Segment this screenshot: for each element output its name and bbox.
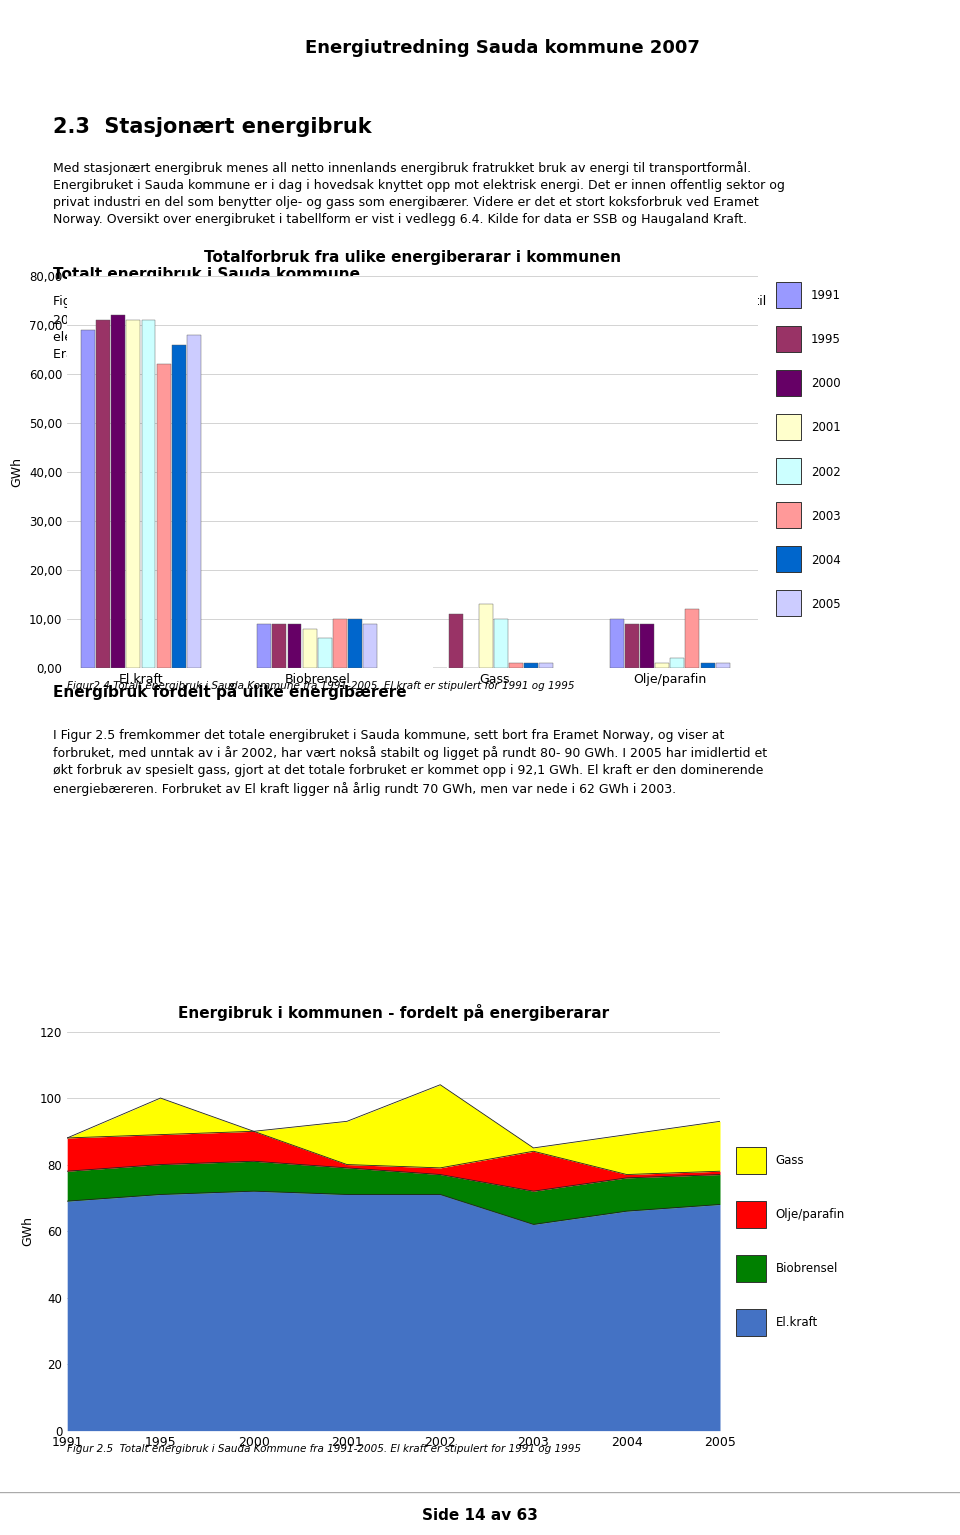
FancyBboxPatch shape (776, 282, 802, 307)
Text: 2002: 2002 (810, 465, 840, 479)
Bar (610, 619, 624, 668)
FancyBboxPatch shape (776, 546, 802, 573)
Bar (701, 663, 714, 668)
FancyBboxPatch shape (776, 414, 802, 439)
Bar (509, 663, 523, 668)
Bar (141, 321, 156, 668)
Bar (363, 623, 377, 668)
Bar (479, 605, 492, 668)
FancyBboxPatch shape (776, 459, 802, 484)
Y-axis label: GWh: GWh (11, 457, 23, 487)
Bar (273, 623, 286, 668)
Text: 1995: 1995 (810, 333, 841, 347)
Bar (302, 629, 317, 668)
Title: Energibruk i kommunen - fordelt på energiberarar: Energibruk i kommunen - fordelt på energ… (178, 1004, 610, 1021)
Bar (96, 321, 110, 668)
Bar (257, 623, 271, 668)
FancyBboxPatch shape (736, 1147, 765, 1174)
FancyBboxPatch shape (736, 1200, 765, 1228)
Text: Olje/parafin: Olje/parafin (776, 1208, 845, 1220)
Text: 2003: 2003 (810, 510, 840, 522)
Text: Energiutredning Sauda kommune 2007: Energiutredning Sauda kommune 2007 (304, 38, 700, 57)
Bar (127, 321, 140, 668)
Bar (156, 364, 171, 668)
Bar (540, 663, 553, 668)
Text: 2000: 2000 (810, 378, 840, 390)
Text: Med stasjonært energibruk menes all netto innenlands energibruk fratrukket bruk : Med stasjonært energibruk menes all nett… (53, 161, 784, 226)
Text: Gass: Gass (776, 1154, 804, 1167)
Bar (318, 639, 332, 668)
Bar (287, 623, 301, 668)
Bar (187, 335, 201, 668)
Title: Totalforbruk fra ulike energiberarar i kommunen: Totalforbruk fra ulike energiberarar i k… (204, 250, 621, 266)
Text: 2001: 2001 (810, 422, 840, 434)
Bar (685, 609, 699, 668)
Text: I Figur 2.5 fremkommer det totale energibruket i Sauda kommune, sett bort fra Er: I Figur 2.5 fremkommer det totale energi… (53, 729, 767, 795)
Bar (640, 623, 654, 668)
Bar (348, 619, 362, 668)
Text: Totalt energibruk i Sauda kommune: Totalt energibruk i Sauda kommune (53, 267, 360, 282)
Bar (670, 659, 684, 668)
Text: Biobrensel: Biobrensel (776, 1262, 838, 1276)
Bar (655, 663, 669, 668)
FancyBboxPatch shape (736, 1256, 765, 1282)
Text: Figur 2.4 viser energibruket (graddagskorrigert) for de ulike energibærerne i Sa: Figur 2.4 viser energibruket (graddagsko… (53, 295, 766, 361)
FancyBboxPatch shape (776, 327, 802, 352)
FancyBboxPatch shape (736, 1309, 765, 1335)
Y-axis label: GWh: GWh (21, 1216, 35, 1246)
Text: Side 14 av 63: Side 14 av 63 (422, 1509, 538, 1523)
Bar (494, 619, 508, 668)
Bar (333, 619, 347, 668)
Text: 2.3  Stasjonært energibruk: 2.3 Stasjonært energibruk (53, 117, 372, 137)
FancyBboxPatch shape (776, 370, 802, 396)
Text: 1991: 1991 (810, 290, 841, 302)
FancyBboxPatch shape (776, 502, 802, 528)
Bar (81, 330, 95, 668)
Bar (172, 345, 186, 668)
Text: 2005: 2005 (810, 597, 840, 611)
Text: 2004: 2004 (810, 554, 840, 566)
Bar (716, 663, 730, 668)
Bar (111, 316, 125, 668)
Text: Figur 2.5  Totalt energibruk i Sauda Kommune fra 1991-2005. El kraft er stipuler: Figur 2.5 Totalt energibruk i Sauda Komm… (67, 1444, 581, 1454)
Bar (448, 614, 463, 668)
Text: Figur2.4 Totalt energibruk i Sauda Kommune fra 1991-2005. El kraft er stipulert : Figur2.4 Totalt energibruk i Sauda Kommu… (67, 682, 575, 691)
Text: Energibruk fordelt på ulike energibærere: Energibruk fordelt på ulike energibærere (53, 683, 406, 700)
Text: El.kraft: El.kraft (776, 1315, 818, 1329)
Bar (625, 623, 638, 668)
Bar (524, 663, 539, 668)
FancyBboxPatch shape (776, 591, 802, 616)
